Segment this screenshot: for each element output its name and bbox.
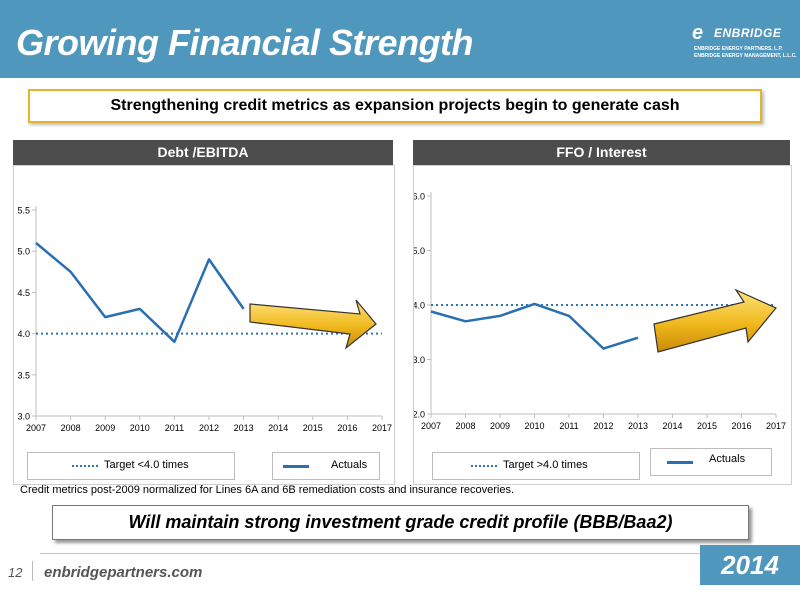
x-tick-label: 2009 <box>490 421 510 431</box>
title-bar: Growing Financial Strength e ENBRIDGE EN… <box>0 0 800 78</box>
logo-subtitle-partners: ENBRIDGE ENERGY PARTNERS, L.P. <box>694 46 783 52</box>
debt-ebitda-panel: 3.0 3.5 4.0 4.5 5.0 5.5 2007 2008 2009 2010 2011 20… <box>13 165 395 485</box>
logo-subtitle-management: ENBRIDGE ENERGY MANAGEMENT, L.L.C. <box>694 53 797 59</box>
credit-profile-banner: Will maintain strong investment grade cr… <box>52 505 749 540</box>
y-tick-label: 3.5 <box>17 370 30 380</box>
actuals-series-line <box>430 302 639 350</box>
footnote: Credit metrics post-2009 normalized for … <box>20 484 515 496</box>
website-link[interactable]: enbridgepartners.com <box>44 564 203 581</box>
y-tick-label: 5.5 <box>17 206 30 216</box>
legend-actuals: Actuals <box>650 448 772 476</box>
legend-actuals: Actuals <box>272 452 380 480</box>
y-tick-label: 4.0 <box>17 329 30 339</box>
legend-actuals-label: Actuals <box>331 459 368 471</box>
year-badge: 2014 <box>700 545 800 585</box>
x-tick-label: 2012 <box>593 421 613 431</box>
enbridge-logo-mark: e <box>692 22 704 44</box>
legend-target: Target >4.0 times <box>432 452 640 480</box>
x-tick-label: 2008 <box>455 421 475 431</box>
y-tick-label: 4.5 <box>17 288 30 298</box>
ffo-interest-panel: 2.0 3.0 4.0 5.0 6.0 2007 2008 2009 2010 2011 2012 2… <box>412 165 792 485</box>
y-tick-label: 3.0 <box>17 412 30 422</box>
legend-actuals-swatch <box>667 461 693 464</box>
actuals-series-line <box>35 242 245 344</box>
enbridge-logo: e ENBRIDGE ENBRIDGE ENERGY PARTNERS, L.P… <box>690 20 797 62</box>
enbridge-logo-name: ENBRIDGE <box>714 26 782 40</box>
page-title: Growing Financial Strength <box>16 22 474 63</box>
y-tick-label: 3.0 <box>414 355 425 365</box>
legend-target: Target <4.0 times <box>27 452 235 480</box>
legend-target-swatch <box>471 465 497 467</box>
x-tick-label: 2011 <box>559 421 578 431</box>
x-tick-label: 2010 <box>524 421 544 431</box>
ffo-interest-header: FFO / Interest <box>413 140 790 165</box>
x-tick-label: 2007 <box>26 423 46 433</box>
y-tick-label: 6.0 <box>414 192 425 202</box>
ffo-interest-chart: 2.0 3.0 4.0 5.0 6.0 2007 2008 2009 2010 2011 2012 2… <box>412 192 786 432</box>
key-message-callout: Strengthening credit metrics as expansio… <box>28 89 762 123</box>
x-tick-label: 2008 <box>61 423 81 433</box>
trend-arrow <box>249 299 377 350</box>
trend-arrow <box>653 288 777 353</box>
footer-separator <box>32 561 33 581</box>
debt-ebitda-chart: 3.0 3.5 4.0 4.5 5.0 5.5 2007 2008 2009 2010 2011 20… <box>17 206 392 434</box>
x-tick-label: 2007 <box>421 421 441 431</box>
x-tick-label: 2017 <box>372 423 392 433</box>
x-tick-label: 2017 <box>766 421 786 431</box>
y-tick-label: 4.0 <box>414 301 425 311</box>
page-number: 12 <box>8 565 23 580</box>
legend-target-label: Target >4.0 times <box>503 459 588 471</box>
y-tick-label: 5.0 <box>414 246 425 256</box>
x-tick-label: 2011 <box>165 423 184 433</box>
x-tick-label: 2015 <box>697 421 717 431</box>
legend-actuals-label: Actuals <box>709 453 746 465</box>
x-tick-label: 2012 <box>199 423 219 433</box>
x-tick-label: 2013 <box>234 423 254 433</box>
x-tick-label: 2010 <box>130 423 150 433</box>
legend-actuals-swatch <box>283 465 309 468</box>
legend-target-label: Target <4.0 times <box>104 459 189 471</box>
x-tick-label: 2014 <box>268 423 288 433</box>
legend-target-swatch <box>72 465 98 467</box>
x-tick-label: 2009 <box>95 423 115 433</box>
debt-ebitda-header: Debt /EBITDA <box>13 140 393 165</box>
x-tick-label: 2016 <box>337 423 357 433</box>
x-tick-label: 2014 <box>662 421 682 431</box>
x-tick-label: 2015 <box>303 423 323 433</box>
x-tick-label: 2013 <box>628 421 648 431</box>
footer-divider <box>40 553 705 554</box>
y-tick-label: 5.0 <box>17 247 30 257</box>
x-tick-label: 2016 <box>731 421 751 431</box>
y-tick-label: 2.0 <box>414 410 425 420</box>
